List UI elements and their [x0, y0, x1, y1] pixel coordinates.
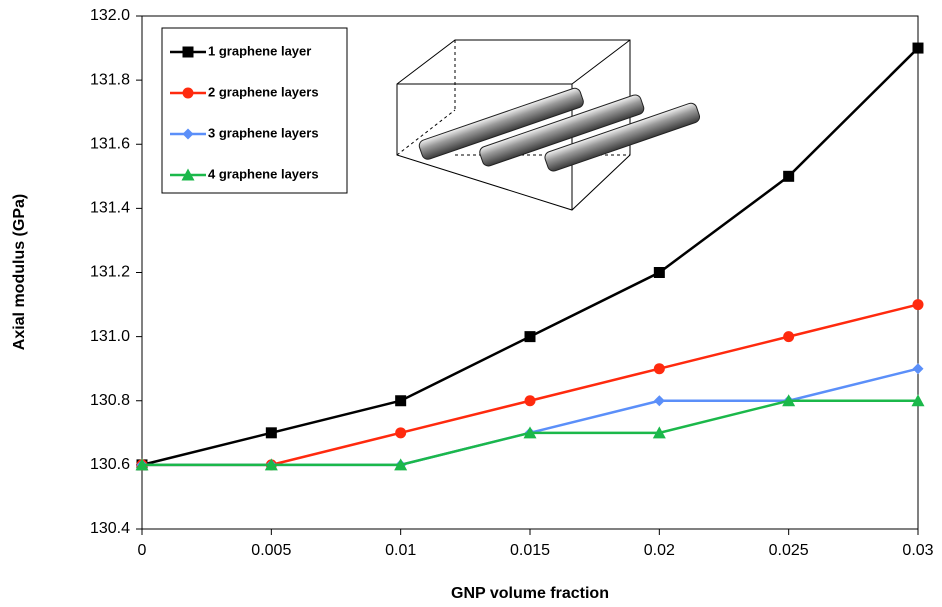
- marker-square: [912, 42, 924, 54]
- x-axis-title: GNP volume fraction: [451, 585, 609, 602]
- marker-square: [265, 427, 277, 439]
- marker-triangle: [652, 426, 666, 439]
- marker-triangle: [394, 458, 408, 471]
- marker-square: [182, 46, 194, 58]
- x-tick-label: 0.025: [769, 542, 809, 559]
- y-tick-label: 131.4: [90, 200, 130, 217]
- y-tick-label: 131.6: [90, 135, 130, 152]
- marker-circle: [783, 331, 795, 343]
- marker-triangle: [264, 458, 278, 471]
- x-tick-label: 0.03: [902, 542, 933, 559]
- series-line: [142, 367, 919, 467]
- inset-cylinder: [479, 94, 645, 167]
- marker-square: [395, 395, 407, 407]
- y-tick-label: 131.0: [90, 328, 130, 345]
- legend-label: 4 graphene layers: [208, 166, 319, 181]
- x-tick-label: 0.02: [644, 542, 675, 559]
- inset-edge: [571, 39, 631, 85]
- inset-cylinder: [544, 102, 701, 172]
- marker-diamond: [182, 128, 194, 140]
- inset-illustration: [396, 39, 701, 211]
- legend-label: 1 graphene layer: [208, 43, 311, 58]
- y-tick-label: 131.8: [90, 71, 130, 88]
- marker-circle: [524, 395, 536, 407]
- y-tick-label: 130.6: [90, 456, 130, 473]
- marker-circle: [912, 299, 924, 311]
- legend-label: 2 graphene layers: [208, 84, 319, 99]
- inset-hidden-edge: [396, 109, 456, 156]
- series-line: [142, 303, 919, 467]
- marker-square: [653, 267, 665, 278]
- legend-label: 3 graphene layers: [208, 125, 319, 140]
- marker-triangle: [523, 426, 537, 439]
- marker-triangle: [911, 394, 925, 407]
- marker-circle: [182, 87, 194, 99]
- legend: 1 graphene layer 2 graphene layers 3 graph…: [161, 27, 348, 194]
- y-axis-title: Axial modulus (GPa): [11, 194, 28, 350]
- x-tick-label: 0.015: [510, 542, 550, 559]
- marker-circle: [395, 427, 407, 439]
- marker-square: [524, 331, 536, 343]
- y-tick-label: 131.2: [90, 264, 130, 281]
- inset-cylinders: [418, 87, 701, 172]
- marker-square: [783, 170, 795, 182]
- marker-diamond: [912, 363, 924, 375]
- x-tick-label: 0.01: [385, 542, 416, 559]
- marker-diamond: [653, 395, 665, 407]
- y-tick-label: 130.8: [90, 392, 130, 409]
- marker-triangle: [181, 168, 195, 181]
- x-tick-label: 0: [138, 542, 147, 559]
- inset-cylinder: [418, 87, 584, 160]
- y-tick-label: 132.0: [90, 7, 130, 24]
- marker-triangle: [782, 394, 796, 407]
- marker-triangle: [135, 458, 149, 471]
- x-tick-label: 0.005: [251, 542, 291, 559]
- marker-circle: [653, 363, 665, 375]
- y-tick-label: 130.4: [90, 520, 130, 537]
